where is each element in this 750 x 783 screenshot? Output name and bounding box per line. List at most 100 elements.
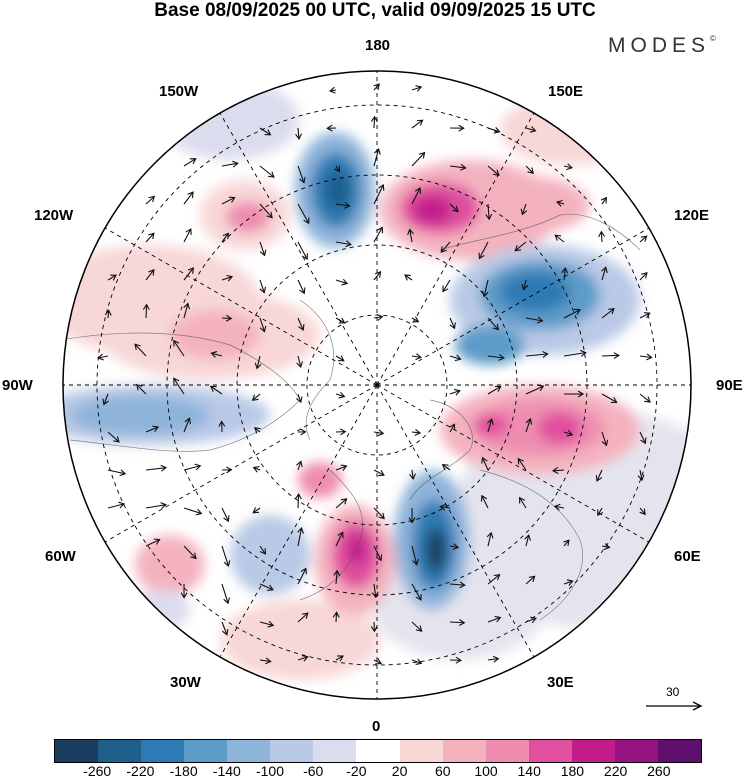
wind-vector-head xyxy=(404,274,411,281)
wind-vector-head xyxy=(641,271,648,279)
wind-vector-head xyxy=(187,267,195,274)
wind-vector-shaft xyxy=(145,196,155,205)
wind-vector-head xyxy=(222,628,229,636)
wind-vector-head xyxy=(440,246,447,253)
wind-vector-head xyxy=(194,463,202,471)
wind-vector-shaft xyxy=(259,279,265,293)
wind-vector-head xyxy=(566,163,573,171)
wind-vector-head xyxy=(644,396,651,403)
wind-vector-shaft xyxy=(145,232,155,243)
wind-vector-head xyxy=(300,567,307,575)
wind-vector-head xyxy=(439,503,446,511)
wind-vector-shaft xyxy=(335,393,345,398)
wind-vector-head xyxy=(416,119,424,126)
wind-vector-shaft xyxy=(639,469,643,481)
lon-label-60e: 60E xyxy=(674,548,701,565)
wind-vector-head xyxy=(374,147,381,155)
wind-vector-shaft xyxy=(440,506,451,509)
wind-vector-head xyxy=(566,429,574,437)
wind-vector-head xyxy=(297,527,304,534)
wind-vector-shaft xyxy=(442,464,451,471)
wind-vector-shaft xyxy=(297,612,309,623)
colorbar-tick-label: 140 xyxy=(517,763,541,779)
wind-vector-head xyxy=(118,501,126,509)
wind-vector-shaft xyxy=(523,279,527,290)
wind-vector-head xyxy=(226,466,233,474)
wind-vector-head xyxy=(478,252,485,260)
wind-vector-shaft xyxy=(554,505,565,509)
wind-vector-shaft xyxy=(487,419,493,433)
lon-label-180: 180 xyxy=(365,37,391,54)
wind-vector-head xyxy=(485,213,493,221)
wind-vector-head xyxy=(409,473,416,480)
wind-vector-head xyxy=(190,552,197,560)
wind-vector-shaft xyxy=(183,418,191,433)
wind-vector-shaft xyxy=(563,580,573,585)
wind-vector-shaft xyxy=(256,355,261,369)
wind-vector-shaft xyxy=(210,385,223,395)
wind-vector-head xyxy=(295,133,303,140)
wind-vector-shaft xyxy=(478,241,489,259)
colorbar-tick-label: -100 xyxy=(255,763,285,779)
wind-vector-shaft xyxy=(449,545,459,549)
wind-vector-head xyxy=(480,494,488,502)
wind-vector-shaft xyxy=(335,612,338,623)
wind-vector-shaft xyxy=(335,465,347,471)
colorbar-tick-label: 260 xyxy=(647,763,671,779)
brand-logo: MODES© xyxy=(608,34,716,58)
wind-vector-shaft xyxy=(487,617,501,623)
wind-vector-head xyxy=(259,286,267,294)
wind-vector-head xyxy=(343,201,351,209)
colorbar-tick-label: 20 xyxy=(391,763,408,779)
wind-vector-shaft xyxy=(297,494,300,509)
wind-vector-shaft xyxy=(259,659,271,662)
wind-vector-head xyxy=(252,465,260,473)
wind-vector-shaft xyxy=(563,431,573,436)
colorbar-tick-label: -180 xyxy=(169,763,198,779)
wind-vector-shaft xyxy=(600,231,603,243)
wind-vector-head xyxy=(459,581,466,589)
wind-vector-head xyxy=(460,163,467,171)
wind-vector-head xyxy=(370,115,378,123)
wind-vector-head xyxy=(514,244,522,252)
wind-vector-head xyxy=(415,353,422,361)
colorbar-tick-label: 60 xyxy=(435,763,451,779)
colorbar-tick-label: 100 xyxy=(474,763,498,779)
wind-vector-head xyxy=(300,428,307,436)
wind-vector-shaft xyxy=(411,317,419,323)
lon-label-150w: 150W xyxy=(159,83,199,100)
wind-vector-shaft xyxy=(259,165,275,178)
wind-vector-head xyxy=(494,615,502,623)
wind-vector-shaft xyxy=(601,431,607,446)
wind-vector-head xyxy=(160,502,167,509)
wind-vector-head xyxy=(597,509,604,517)
wind-vector-shaft xyxy=(145,504,167,509)
wind-vector-head xyxy=(566,579,574,586)
wind-vector-shaft xyxy=(297,203,310,224)
wind-vector-head xyxy=(375,658,383,665)
wind-vector-head xyxy=(267,584,274,591)
wind-vector-head xyxy=(333,569,341,577)
graticule xyxy=(63,71,691,699)
wind-vector-head xyxy=(253,427,261,434)
wind-vector-shaft xyxy=(173,377,185,395)
wind-vector-shaft xyxy=(373,469,385,476)
wind-vector-head xyxy=(104,309,112,316)
wind-vector-shaft xyxy=(297,279,305,294)
wind-vector-shaft xyxy=(134,343,147,357)
wind-vector-head xyxy=(528,575,536,583)
wind-vector-head xyxy=(232,160,239,168)
wind-vector-shaft xyxy=(411,621,423,632)
wind-vector-head xyxy=(415,594,422,601)
wind-vector-head xyxy=(134,343,141,351)
wind-vector-shaft xyxy=(601,393,617,403)
wind-vector-head xyxy=(173,339,180,347)
wind-vector-head xyxy=(329,86,336,94)
lon-label-30e: 30E xyxy=(547,674,574,691)
colorbar-segment xyxy=(227,740,271,762)
wind-vector-head xyxy=(189,158,197,165)
colorbar-tick-label: -220 xyxy=(126,763,155,779)
wind-vector-head xyxy=(225,314,233,322)
wind-vector-head xyxy=(563,539,570,547)
wind-vector-head xyxy=(223,597,230,605)
